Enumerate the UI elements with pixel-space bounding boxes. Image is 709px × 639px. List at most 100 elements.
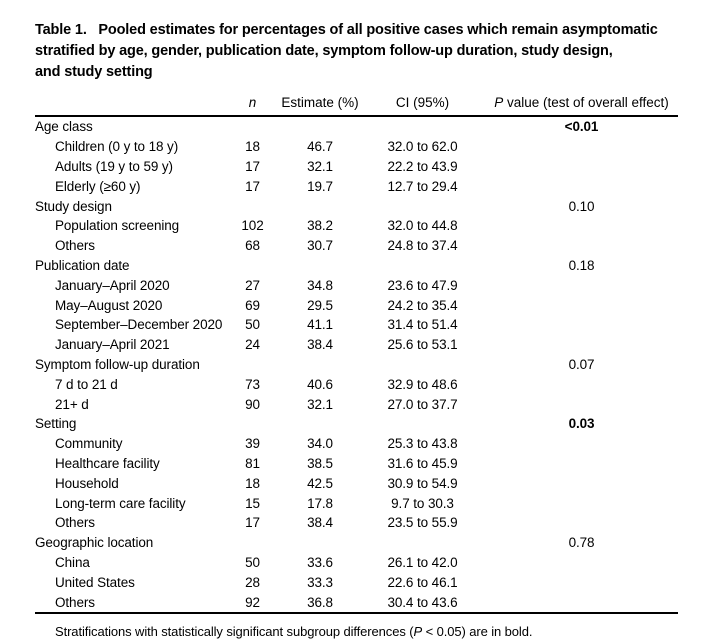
n-value: 102 — [241, 218, 264, 234]
table-row: China 50 33.6 26.1 to 42.0 — [35, 553, 678, 573]
empty-cell — [360, 196, 485, 216]
n-value: 73 — [245, 376, 260, 392]
ci-value: 26.1 to 42.0 — [387, 554, 458, 570]
n-value: 50 — [245, 554, 260, 570]
estimate-value: 34.0 — [307, 436, 333, 452]
empty-cell — [485, 275, 678, 295]
column-header-p-value: P value (test of overall effect) — [485, 90, 678, 117]
n-value: 69 — [245, 297, 260, 313]
row-label: China — [55, 554, 90, 570]
estimate-value: 41.1 — [307, 317, 333, 333]
empty-cell — [280, 414, 360, 434]
table-row: 7 d to 21 d 73 40.6 32.9 to 48.6 — [35, 374, 678, 394]
row-label: May–August 2020 — [55, 297, 163, 313]
n-value: 92 — [245, 594, 260, 610]
table-page: Table 1. Pooled estimates for percentage… — [35, 20, 678, 639]
row-label: 21+ d — [55, 396, 89, 412]
ci-value: 31.6 to 45.9 — [387, 455, 458, 471]
table-row: September–December 2020 50 41.1 31.4 to 51.… — [35, 315, 678, 335]
ci-value: 32.9 to 48.6 — [387, 376, 458, 392]
p-value: 0.07 — [568, 356, 595, 372]
empty-cell — [485, 473, 678, 493]
row-label: Adults (19 y to 59 y) — [55, 158, 173, 174]
ci-value: 24.8 to 37.4 — [387, 238, 458, 254]
ci-value: 30.9 to 54.9 — [387, 475, 458, 491]
empty-cell — [485, 176, 678, 196]
row-label: Population screening — [55, 218, 180, 234]
estimate-value: 42.5 — [307, 475, 333, 491]
n-value: 18 — [245, 475, 260, 491]
n-value: 15 — [245, 495, 260, 511]
row-label: Others — [55, 238, 95, 254]
empty-cell — [225, 196, 280, 216]
ci-value: 23.5 to 55.9 — [387, 515, 458, 531]
ci-value: 31.4 to 51.4 — [387, 317, 458, 333]
empty-cell — [225, 116, 280, 137]
ci-value: 27.0 to 37.7 — [387, 396, 458, 412]
section-label: Publication date — [35, 257, 130, 273]
table-row: Household 18 42.5 30.9 to 54.9 — [35, 473, 678, 493]
empty-cell — [280, 196, 360, 216]
row-label: Long-term care facility — [55, 495, 186, 511]
empty-cell — [360, 355, 485, 375]
column-header-estimate: Estimate (%) — [280, 90, 360, 117]
ci-value: 32.0 to 44.8 — [387, 218, 458, 234]
n-value: 17 — [245, 515, 260, 531]
section-label: Geographic location — [35, 535, 154, 551]
section-row: Symptom follow-up duration 0.07 — [35, 355, 678, 375]
section-row: Age class <0.01 — [35, 116, 678, 137]
empty-cell — [485, 374, 678, 394]
empty-cell — [485, 295, 678, 315]
empty-cell — [485, 553, 678, 573]
table-title: Table 1. Pooled estimates for percentage… — [35, 20, 678, 83]
table-footnote: Stratifications with statistically signi… — [35, 624, 678, 639]
table-title-line: stratified by age, gender, publication d… — [35, 43, 613, 59]
empty-cell — [485, 216, 678, 236]
ci-value: 24.2 to 35.4 — [387, 297, 458, 313]
row-label: January–April 2020 — [55, 277, 170, 293]
ci-value: 9.7 to 30.3 — [391, 495, 454, 511]
n-value: 18 — [245, 139, 260, 155]
empty-cell — [485, 137, 678, 157]
estimate-value: 36.8 — [307, 594, 333, 610]
n-value: 39 — [245, 436, 260, 452]
empty-cell — [485, 315, 678, 335]
row-label: Household — [55, 475, 119, 491]
footnote-p-symbol: P — [413, 623, 423, 639]
table-row: Adults (19 y to 59 y) 17 32.1 22.2 to 43.9 — [35, 157, 678, 177]
ci-value: 22.2 to 43.9 — [387, 158, 458, 174]
p-value: 0.03 — [568, 416, 595, 432]
header-row: n Estimate (%) CI (95%) P value (test of… — [35, 90, 678, 117]
estimate-value: 40.6 — [307, 376, 333, 392]
table-row: May–August 2020 69 29.5 24.2 to 35.4 — [35, 295, 678, 315]
table-row: Elderly (≥60 y) 17 19.7 12.7 to 29.4 — [35, 176, 678, 196]
empty-cell — [485, 513, 678, 533]
empty-cell — [360, 533, 485, 553]
ci-value: 12.7 to 29.4 — [387, 178, 458, 194]
column-header-n: n — [225, 90, 280, 117]
empty-cell — [360, 414, 485, 434]
estimate-value: 34.8 — [307, 277, 333, 293]
table-title-line: and study setting — [35, 64, 153, 80]
estimate-value: 17.8 — [307, 495, 333, 511]
n-value: 81 — [245, 455, 260, 471]
row-label: United States — [55, 574, 135, 590]
row-label: January–April 2021 — [55, 337, 170, 353]
ci-value: 25.3 to 43.8 — [387, 436, 458, 452]
section-row: Geographic location 0.78 — [35, 533, 678, 553]
p-value: 0.78 — [568, 535, 595, 551]
row-label: Others — [55, 594, 95, 610]
empty-cell — [485, 157, 678, 177]
table-row: Community 39 34.0 25.3 to 43.8 — [35, 434, 678, 454]
empty-cell — [360, 256, 485, 276]
empty-cell — [485, 592, 678, 613]
section-row: Setting 0.03 — [35, 414, 678, 434]
row-label: 7 d to 21 d — [55, 376, 118, 392]
section-row: Study design 0.10 — [35, 196, 678, 216]
table-title-line: Table 1. Pooled estimates for percentage… — [35, 22, 658, 38]
empty-cell — [485, 434, 678, 454]
estimate-value: 32.1 — [307, 396, 333, 412]
p-header-rest: value (test of overall effect) — [503, 95, 669, 110]
empty-cell — [225, 414, 280, 434]
table-row: Healthcare facility 81 38.5 31.6 to 45.9 — [35, 454, 678, 474]
